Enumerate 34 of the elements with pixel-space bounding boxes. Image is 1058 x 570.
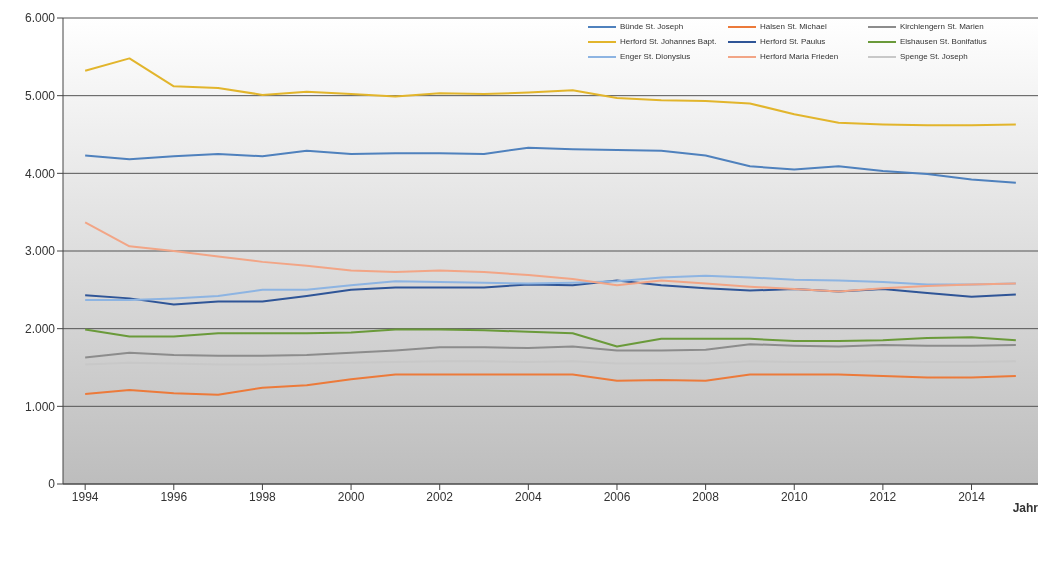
y-tick-label: 2.000 <box>24 321 56 336</box>
legend-label: Herford St. Paulus <box>760 37 826 46</box>
x-tick-label: 2002 <box>426 489 454 504</box>
y-tick-label: 3.000 <box>24 244 56 259</box>
line-series <box>84 373 1017 396</box>
y-tick-label: 1.000 <box>24 399 56 414</box>
legend-label: Enger St. Dionysius <box>620 52 691 61</box>
legend-label: Bünde St. Joseph <box>620 22 684 31</box>
x-tick-label: 1994 <box>71 489 99 504</box>
line-series <box>84 146 1017 184</box>
legend-label: Elshausen St. Bonifatius <box>900 37 987 46</box>
legend-label: Halsen St. Michael <box>760 22 827 31</box>
x-tick-label: 1998 <box>249 489 277 504</box>
legend-label: Herford St. Johannes Bapt. <box>620 37 717 46</box>
line-series <box>84 279 1017 306</box>
x-tick-label: 2014 <box>958 489 986 504</box>
y-tick-label: 6.000 <box>24 11 56 26</box>
legend-label: Herford Maria Frieden <box>760 52 839 61</box>
x-tick-label: 2012 <box>869 489 897 504</box>
legend-label: Spenge St. Joseph <box>900 52 968 61</box>
line-series <box>84 328 1017 348</box>
x-tick-label: 2006 <box>603 489 631 504</box>
line-series <box>84 221 1017 293</box>
x-tick-label: 1996 <box>160 489 188 504</box>
y-tick-label: 0 <box>48 477 56 492</box>
x-tick-label: 2010 <box>780 489 808 504</box>
y-tick-label: 5.000 <box>24 88 56 103</box>
legend-label: Kirchlengern St. Marien <box>900 22 984 31</box>
x-tick-label: 2008 <box>692 489 720 504</box>
y-tick-label: 4.000 <box>24 166 56 181</box>
line-series <box>84 343 1017 359</box>
x-tick-label: 2000 <box>337 489 365 504</box>
x-tick-label: 2004 <box>514 489 543 504</box>
x-axis-title: Jahr <box>1012 501 1039 515</box>
